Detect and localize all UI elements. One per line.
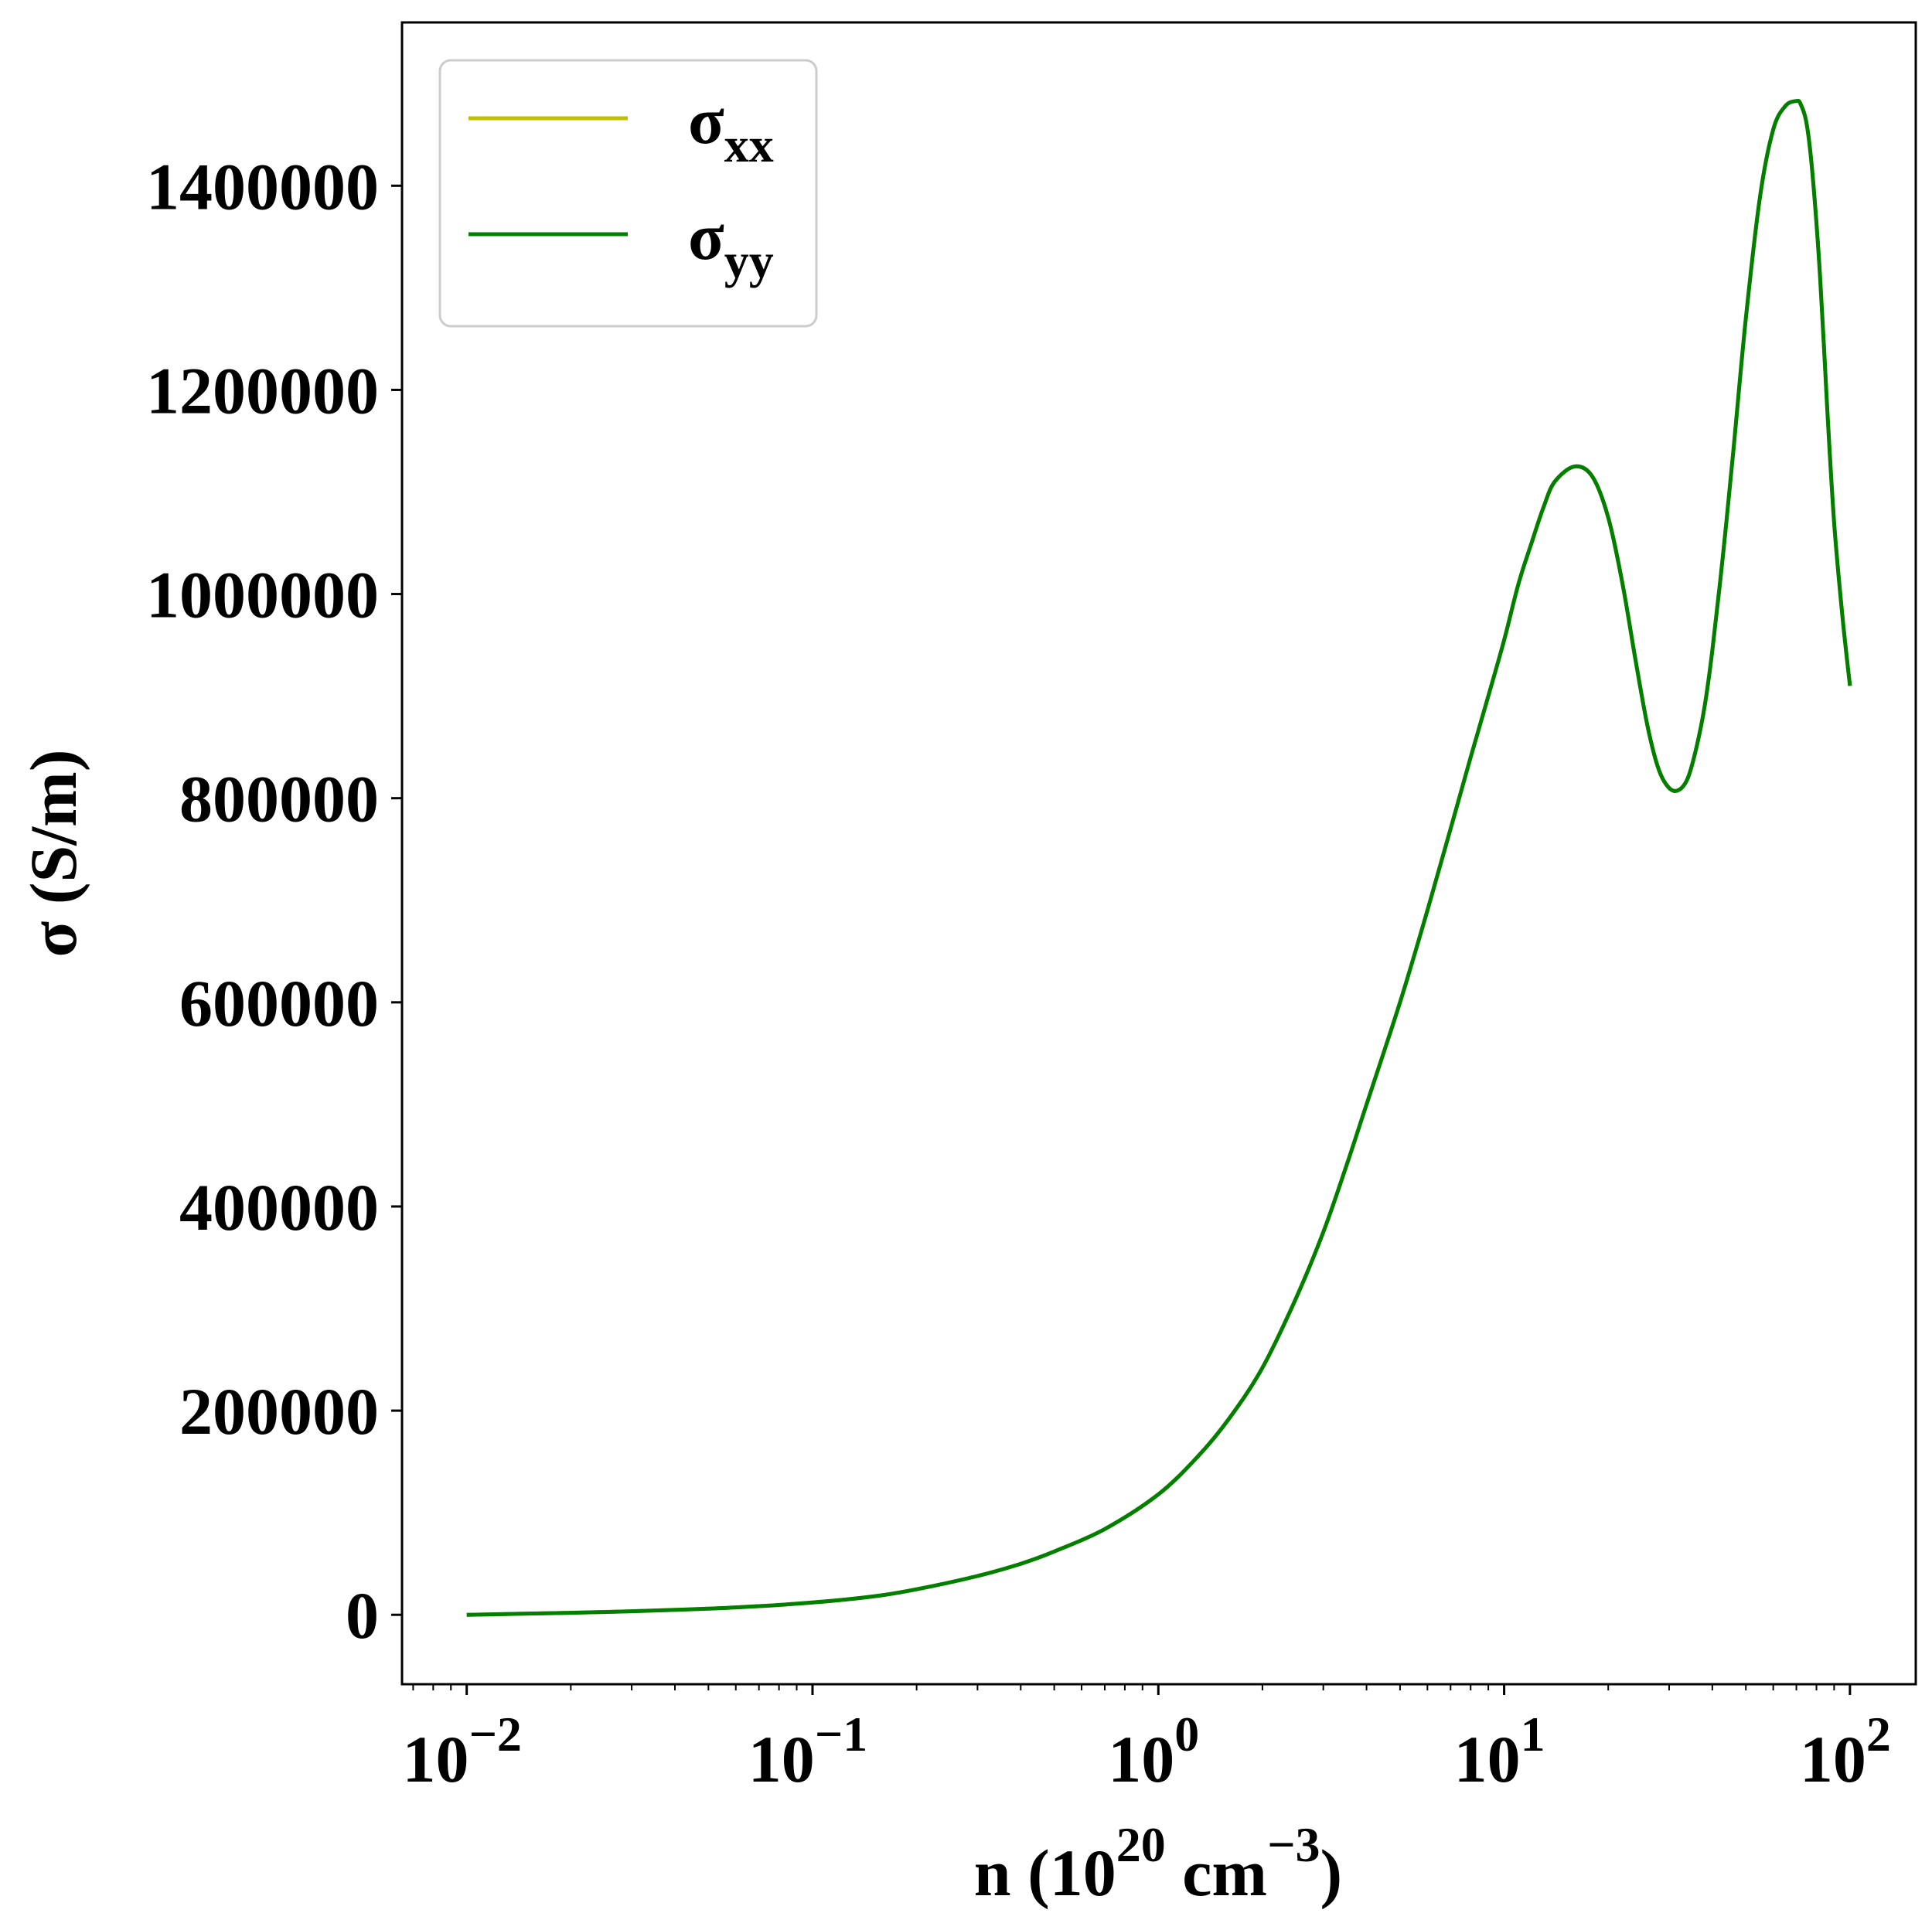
legend-label-sigma-xx: σxx [688,83,774,172]
y-tick-label-3: 600000 [179,966,379,1040]
series-line-yy [466,98,1852,1617]
x-tick-label-2: 100 [1108,1707,1199,1796]
x-tick-label-4: 102 [1800,1707,1891,1796]
y-tick-label-6: 1200000 [146,353,379,427]
y-tick-label-4: 800000 [179,762,379,836]
x-tick-label-1: 10−1 [748,1707,867,1796]
x-tick-label-0: 10−2 [402,1707,521,1796]
legend-label-sigma-yy: σyy [688,199,774,288]
y-tick-label-7: 1400000 [146,149,379,223]
x-axis-ticks: 10−2 10−1 100 101 102 [402,1684,1891,1796]
legend: σxx σyy [438,59,818,328]
y-tick-label-0: 0 [346,1578,379,1653]
x-tick-label-3: 101 [1454,1707,1545,1796]
x-axis-label-exponent-1: 20 [1116,1817,1166,1872]
x-axis-label-base: n (10 [974,1836,1116,1910]
series-lines [466,98,1852,1617]
x-axis-label-mid: cm [1166,1836,1267,1910]
y-tick-label-2: 400000 [179,1170,379,1244]
legend-box [438,59,818,328]
x-axis-label-exponent-2: −3 [1267,1817,1320,1872]
y-tick-label-5: 1000000 [146,558,379,632]
y-axis-label: σ (S/m) [16,750,90,958]
x-axis-label-end: ) [1320,1836,1343,1910]
y-axis-ticks: 0 200000 400000 600000 800000 1000000 1200000 1… [146,149,402,1653]
x-axis-label: n (1020 cm−3) [974,1817,1342,1910]
y-tick-label-1: 200000 [179,1374,379,1448]
